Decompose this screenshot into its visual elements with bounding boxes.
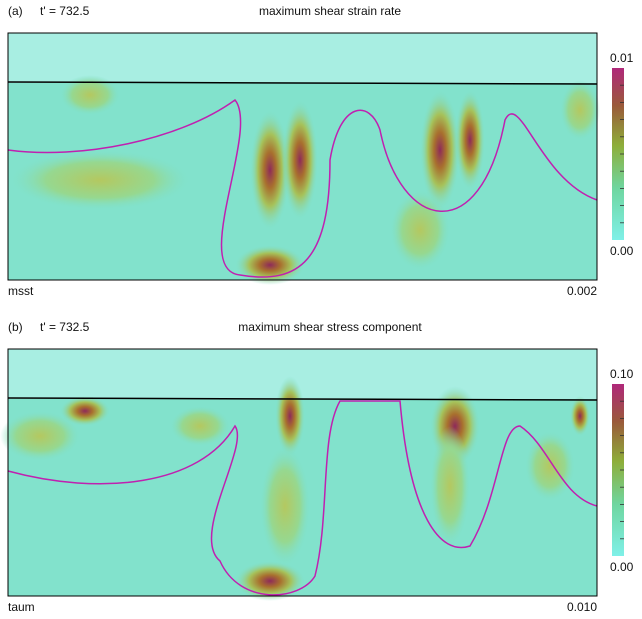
field-blob bbox=[282, 100, 318, 220]
panel-title: maximum shear stress component bbox=[238, 320, 422, 334]
field-name: msst bbox=[8, 284, 34, 298]
panel-label: (b) bbox=[8, 320, 23, 334]
figure: (a) t' = 732.5 maximum shear strain rate ms… bbox=[0, 0, 642, 619]
field-blob bbox=[455, 90, 485, 190]
contour-interval: 0.002 bbox=[567, 284, 597, 298]
field-blob bbox=[60, 75, 120, 115]
colorbar-max: 0.10 bbox=[610, 367, 634, 381]
colorbar-min: 0.00 bbox=[610, 560, 634, 574]
field-blob bbox=[260, 446, 310, 566]
upper-layer bbox=[8, 349, 597, 399]
field-blob bbox=[570, 396, 590, 436]
contour-interval: 0.010 bbox=[567, 600, 597, 614]
field-blob bbox=[170, 406, 230, 446]
field-blob bbox=[390, 190, 450, 270]
field-blob bbox=[525, 431, 575, 501]
field-name: taum bbox=[8, 600, 35, 614]
panel-title: maximum shear strain rate bbox=[259, 4, 401, 18]
field-blob bbox=[235, 245, 305, 285]
panel-label: (a) bbox=[8, 4, 23, 18]
time-label: t' = 732.5 bbox=[40, 4, 90, 18]
colorbar-min: 0.00 bbox=[610, 244, 634, 258]
colorbar-max: 0.01 bbox=[610, 51, 634, 65]
field-blob bbox=[430, 426, 470, 546]
field-blob bbox=[560, 80, 600, 140]
field-blob bbox=[0, 411, 80, 461]
time-label: t' = 732.5 bbox=[40, 320, 90, 334]
field-blob bbox=[10, 150, 190, 210]
field-blob bbox=[275, 376, 305, 456]
